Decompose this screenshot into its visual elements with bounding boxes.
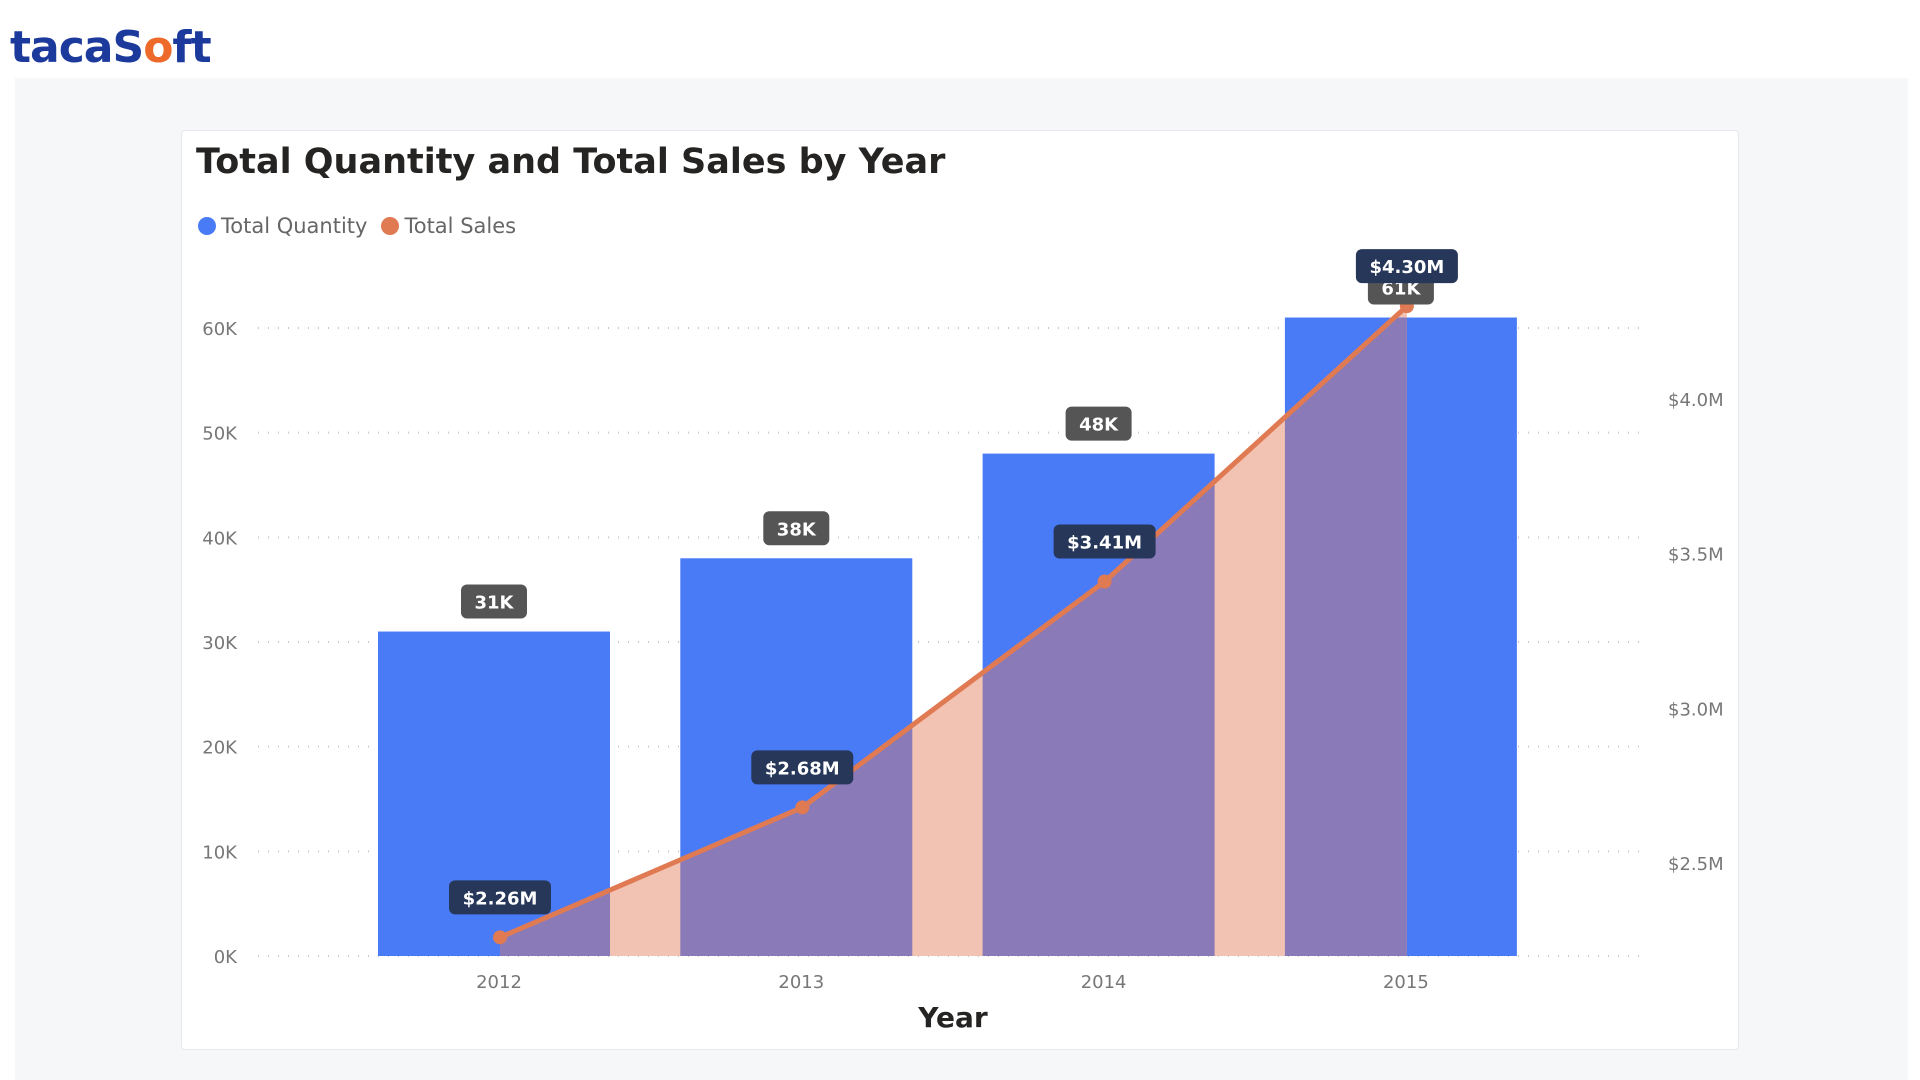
quantity-data-label: 31K (475, 593, 515, 614)
sales-area-overlap (500, 317, 1407, 956)
y-right-tick-label: $3.0M (1668, 699, 1724, 720)
y-left-tick-label: 50K (202, 424, 238, 445)
sales-line (499, 304, 1409, 940)
x-tick-label: 2015 (1383, 972, 1429, 993)
x-axis-title: Year (917, 1001, 988, 1034)
x-tick-label: 2012 (476, 972, 522, 993)
sales-data-label: $2.26M (463, 888, 538, 909)
y-right-tick-label: $4.0M (1668, 390, 1724, 411)
sales-data-label: $2.68M (765, 758, 840, 779)
quantity-data-label-bg (763, 511, 830, 546)
sales-data-label: $4.30M (1369, 257, 1444, 278)
y-right-tick-label: $3.5M (1668, 545, 1724, 566)
chart-title: Total Quantity and Total Sales by Year (196, 142, 946, 182)
sales-point-2012 (493, 930, 507, 945)
sales-point-2013 (795, 800, 810, 815)
y-left-tick-label: 10K (202, 842, 238, 863)
sales-data-label: $3.41M (1067, 533, 1142, 554)
legend-label: Total Sales (404, 214, 517, 238)
sales-point-2014 (1097, 574, 1112, 589)
quantity-data-label: 61K (1381, 279, 1421, 300)
logo-text-suffix: ft (172, 22, 211, 73)
sales-area (500, 306, 1407, 956)
sales-data-label-bg (751, 750, 854, 785)
x-tick-label: 2013 (778, 972, 824, 993)
sales-data-label-bg (449, 880, 551, 915)
legend-item-sales[interactable]: Total Sales (381, 214, 516, 238)
legend-dot-quantity (198, 217, 216, 235)
y-left-tick-label: 40K (202, 528, 238, 549)
logo-text: tacaS (10, 22, 144, 73)
sales-data-label-bg (1355, 249, 1458, 284)
y-right-tick-label: $2.5M (1668, 854, 1724, 875)
sales-data-label-bg (1053, 524, 1156, 559)
y-left-tick-label: 20K (202, 738, 238, 759)
tacasoft-logo: tacaSoft (10, 22, 212, 73)
logo-o-mark: o (143, 22, 173, 73)
quantity-data-label: 48K (1079, 415, 1119, 436)
legend-dot-sales (381, 217, 400, 235)
x-tick-label: 2014 (1081, 972, 1127, 993)
legend-item-quantity[interactable]: Total Quantity (198, 214, 367, 238)
quantity-data-label-bg (461, 584, 527, 619)
legend-label: Total Quantity (221, 214, 368, 238)
legend: Total Quantity Total Sales (198, 214, 524, 238)
y-left-tick-label: 0K (214, 947, 238, 968)
quantity-data-label-bg (1065, 406, 1132, 441)
quantity-data-label: 38K (777, 519, 817, 540)
y-left-tick-label: 30K (202, 633, 238, 654)
y-left-tick-label: 60K (202, 319, 238, 340)
